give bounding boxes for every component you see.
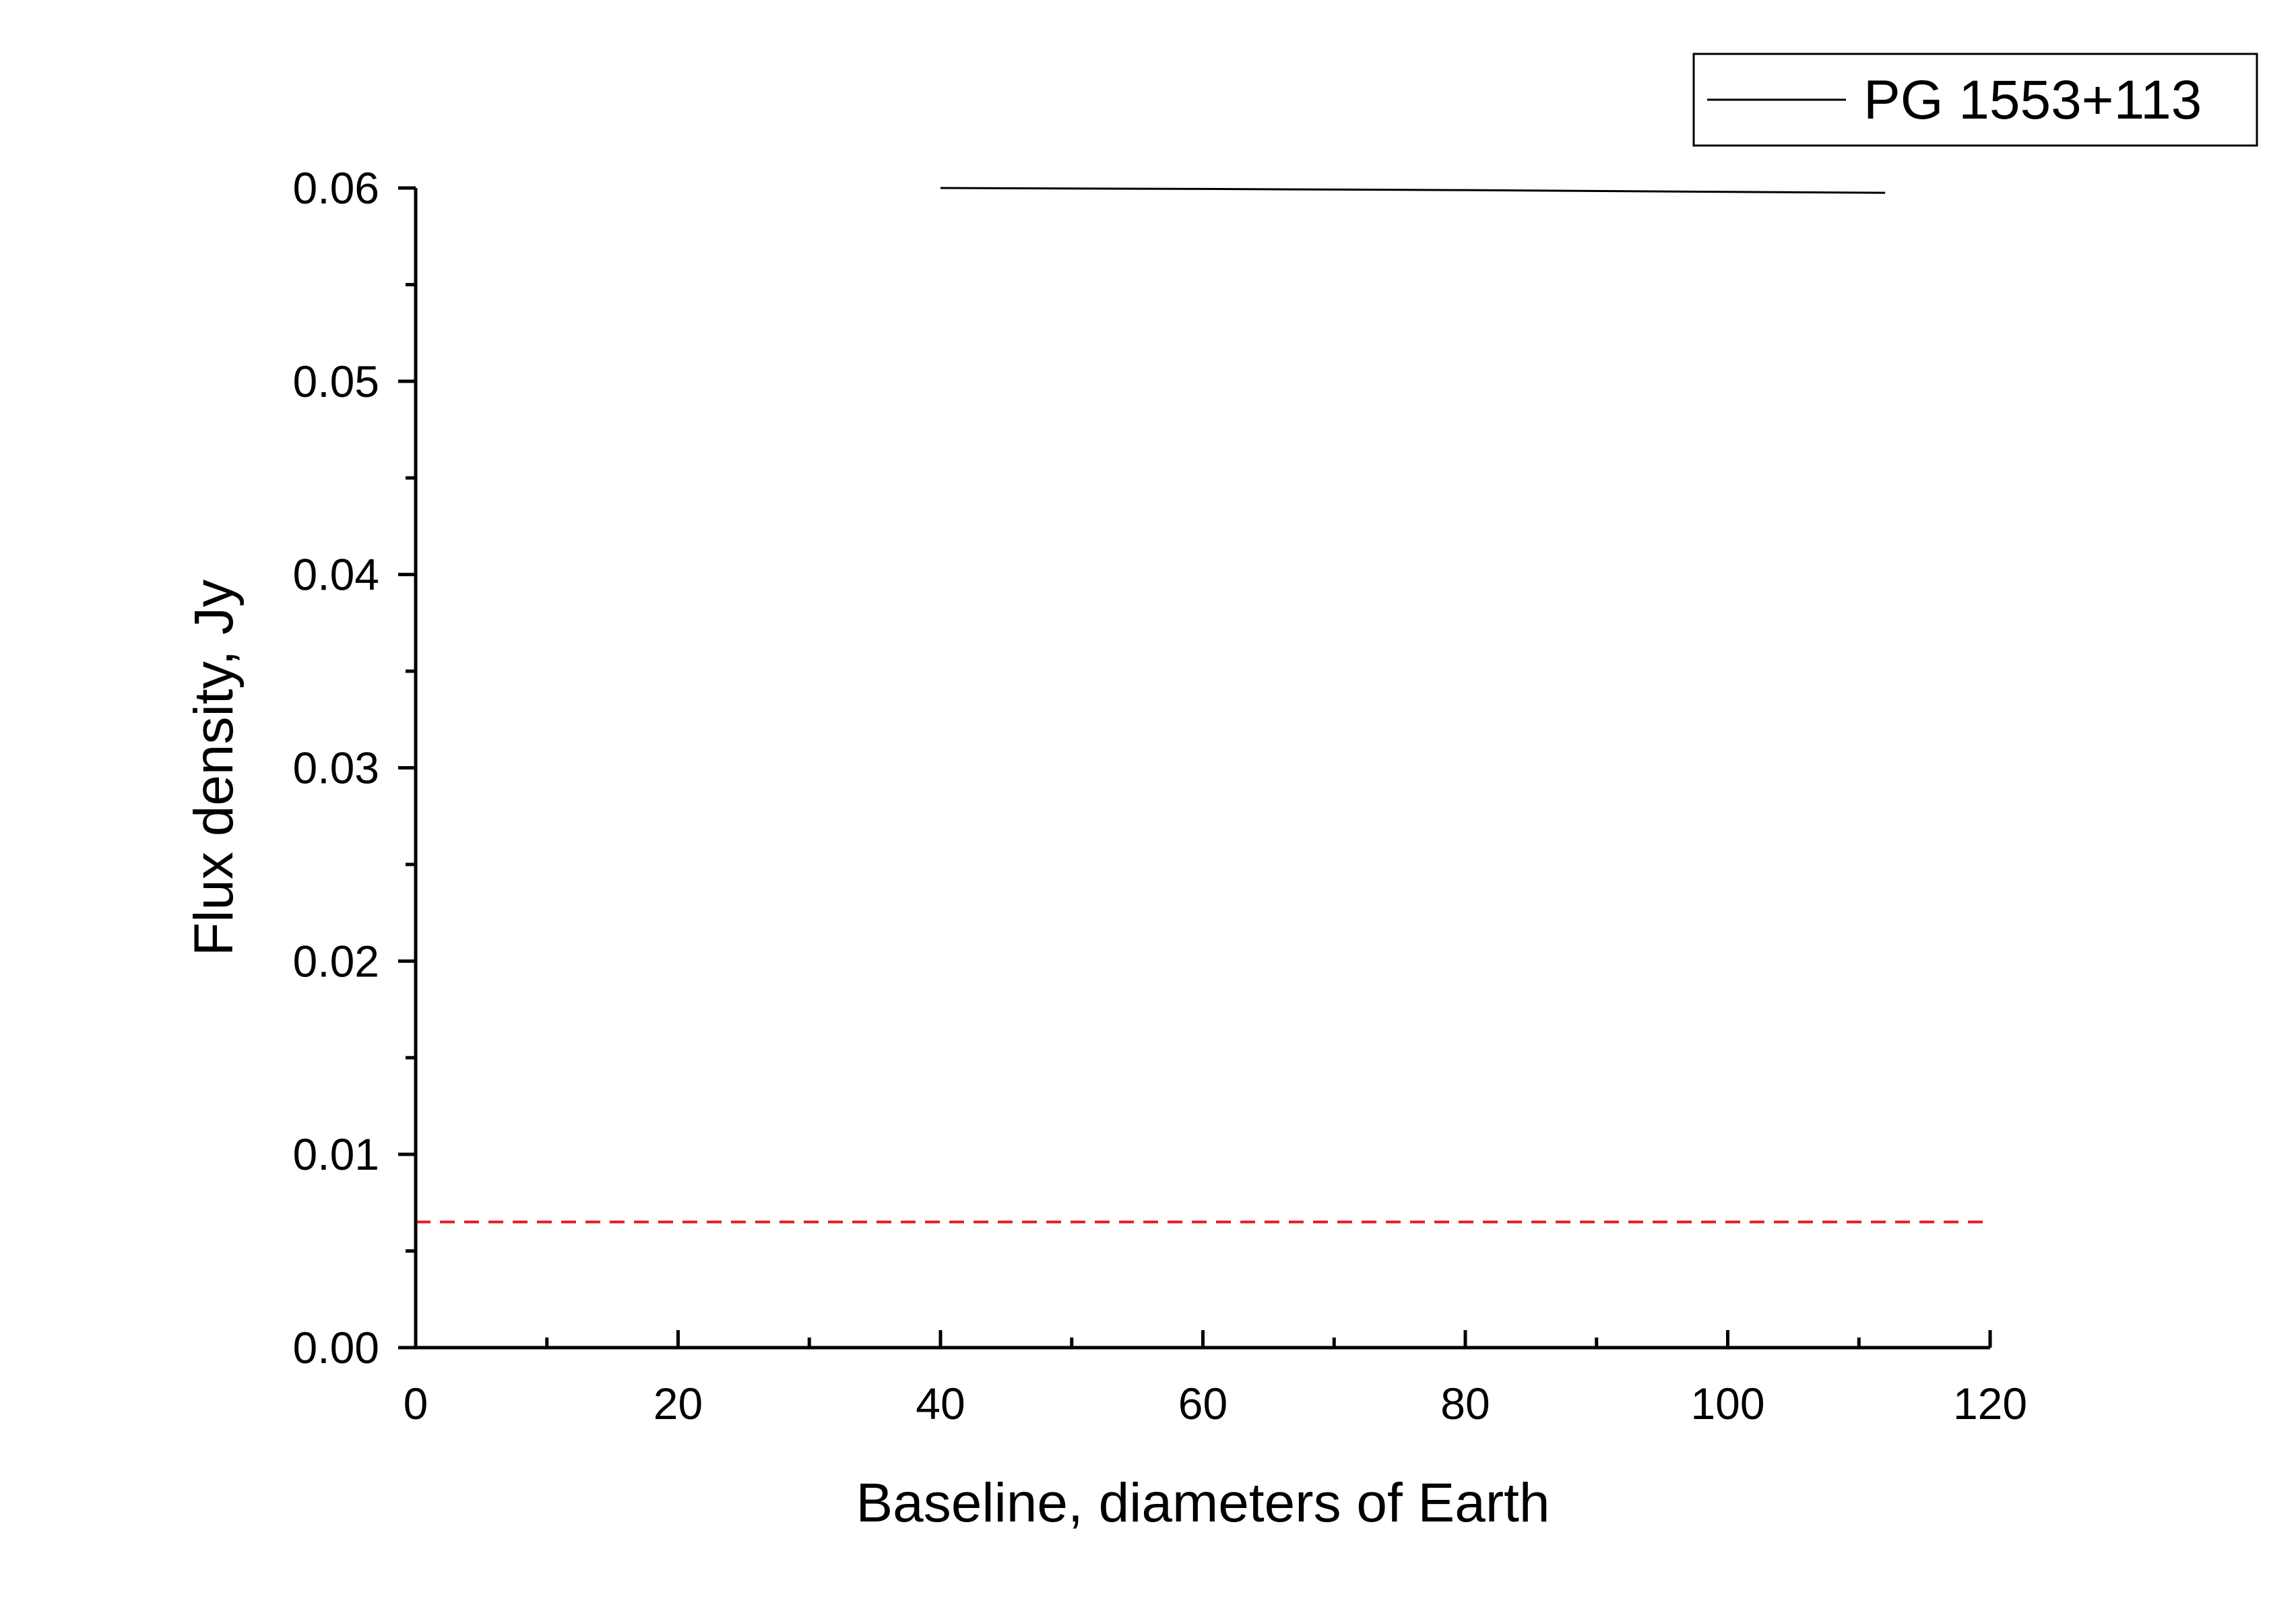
legend: PG 1553+113: [1692, 53, 2258, 147]
x-tick-label: 100: [1690, 1379, 1764, 1428]
series-line-pg-1553-113: [940, 187, 1886, 194]
y-tick-label: 0.01: [293, 1129, 379, 1179]
x-tick-label: 60: [1178, 1379, 1227, 1428]
y-tick-label: 0.02: [293, 936, 379, 986]
x-tick-label: 20: [653, 1379, 703, 1428]
ticks: 0 20 40 60 80 100 120 0.00 0.01 0.02 0.03 0.04 0.05 0…: [293, 163, 2028, 1428]
x-tick-label: 0: [404, 1379, 428, 1428]
y-axis-title: Flux density, Jy: [183, 579, 245, 956]
x-tick-label: 80: [1440, 1379, 1490, 1428]
y-tick-label: 0.03: [293, 743, 379, 793]
legend-label-pg-1553-113: PG 1553+113: [1863, 69, 2202, 131]
x-tick-label: 40: [916, 1379, 965, 1428]
axes: [414, 188, 1990, 1350]
y-tick-label: 0.05: [293, 356, 379, 406]
x-tick-label: 120: [1953, 1379, 2027, 1428]
y-tick-label: 0.06: [293, 163, 379, 213]
y-tick-label: 0.04: [293, 550, 379, 600]
plot-area: [416, 187, 1990, 1224]
y-tick-label: 0.00: [293, 1323, 379, 1373]
x-axis-title: Baseline, diameters of Earth: [856, 1472, 1550, 1534]
